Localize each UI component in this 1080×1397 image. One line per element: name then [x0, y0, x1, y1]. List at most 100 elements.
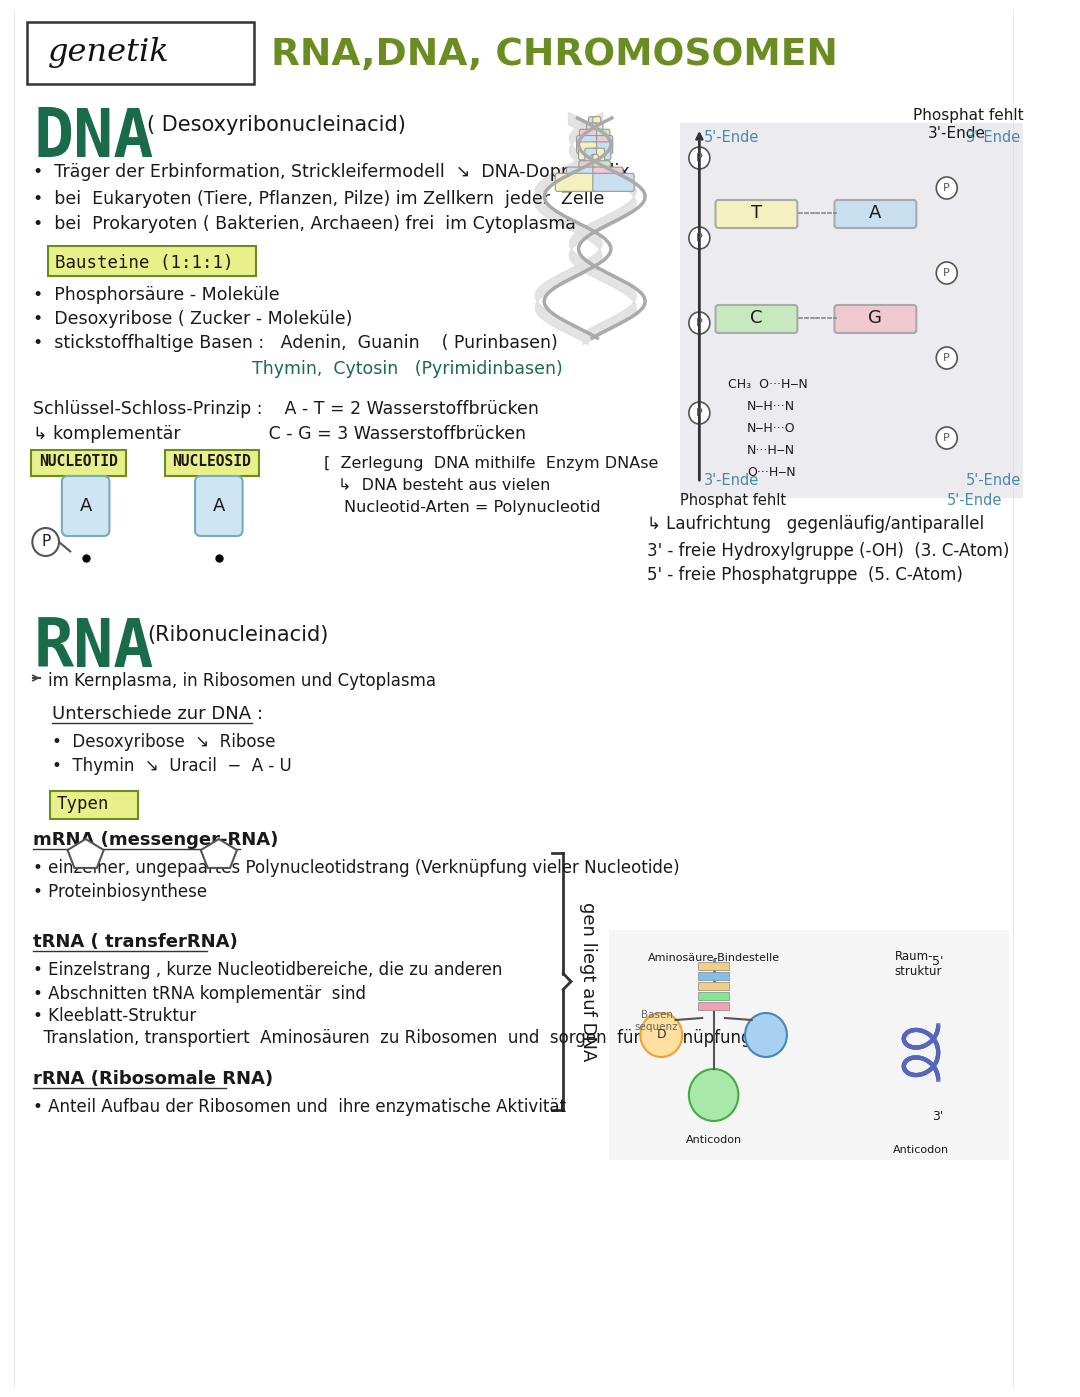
FancyBboxPatch shape: [586, 123, 596, 141]
Text: Raum-
struktur: Raum- struktur: [894, 950, 942, 978]
FancyBboxPatch shape: [593, 142, 611, 159]
Circle shape: [745, 1013, 787, 1058]
Text: 5'-Ende: 5'-Ende: [704, 130, 759, 145]
FancyBboxPatch shape: [593, 155, 598, 172]
Text: Basen
sequenz: Basen sequenz: [635, 1010, 678, 1031]
Circle shape: [689, 312, 710, 334]
FancyBboxPatch shape: [699, 1002, 729, 1010]
Text: •  bei  Prokaryoten ( Bakterien, Archaeen) frei  im Cytoplasma: • bei Prokaryoten ( Bakterien, Archaeen)…: [33, 215, 576, 233]
Text: •  bei  Eukaryoten (Tiere, Pflanzen, Pilze) im Zellkern  jeder  Zelle: • bei Eukaryoten (Tiere, Pflanzen, Pilze…: [33, 190, 605, 208]
FancyBboxPatch shape: [579, 142, 596, 159]
Text: •  Desoxyribose  ↘  Ribose: • Desoxyribose ↘ Ribose: [52, 733, 275, 752]
Text: mRNA (messenger-RNA): mRNA (messenger-RNA): [33, 831, 279, 849]
Text: •  stickstoffhaltige Basen :   Adenin,  Guanin    ( Purinbasen): • stickstoffhaltige Basen : Adenin, Guan…: [33, 334, 558, 352]
Text: (Ribonucleinacid): (Ribonucleinacid): [148, 624, 328, 645]
Text: P: P: [696, 319, 703, 328]
Text: rRNA (Ribosomale RNA): rRNA (Ribosomale RNA): [33, 1070, 273, 1088]
Text: 3'-Ende: 3'-Ende: [704, 474, 759, 488]
Text: RNA,DNA, CHROMOSOMEN: RNA,DNA, CHROMOSOMEN: [271, 36, 838, 73]
Circle shape: [689, 1069, 739, 1120]
Text: Schlüssel-Schloss-Prinzip :    A - T = 2 Wasserstoffbrücken: Schlüssel-Schloss-Prinzip : A - T = 2 Wa…: [33, 400, 539, 418]
Text: Aminosäure-Bindestelle: Aminosäure-Bindestelle: [648, 953, 780, 963]
Text: Thymin,  Cytosin   (Pyrimidinbasen): Thymin, Cytosin (Pyrimidinbasen): [252, 360, 563, 379]
Text: • Anteil Aufbau der Ribosomen und  ihre enzymatische Aktivität: • Anteil Aufbau der Ribosomen und ihre e…: [33, 1098, 566, 1116]
Text: Translation, transportiert  Aminosäuren  zu Ribosomen  und  sorgen  für Verknüpf: Translation, transportiert Aminosäuren z…: [33, 1030, 752, 1046]
Text: D: D: [657, 1028, 666, 1042]
FancyBboxPatch shape: [566, 168, 596, 184]
Text: ( Desoxyribonucleinacid): ( Desoxyribonucleinacid): [148, 115, 406, 136]
Text: A: A: [80, 497, 92, 515]
Text: 3'-Ende: 3'-Ende: [966, 130, 1021, 145]
Polygon shape: [201, 840, 237, 868]
Text: O···H‒N: O···H‒N: [747, 467, 796, 479]
Text: 5': 5': [932, 956, 944, 968]
Text: Unterschiede zur DNA :: Unterschiede zur DNA :: [52, 705, 264, 724]
Text: • einzelner, ungepaartes Polynucleotidstrang (Verknüpfung vieler Nucleotide): • einzelner, ungepaartes Polynucleotidst…: [33, 859, 680, 877]
Text: Anticodon: Anticodon: [686, 1134, 742, 1146]
Text: im Kernplasma, in Ribosomen und Cytoplasma: im Kernplasma, in Ribosomen und Cytoplas…: [48, 672, 435, 690]
Text: • Abschnitten tRNA komplementär  sind: • Abschnitten tRNA komplementär sind: [33, 985, 366, 1003]
Text: genetik: genetik: [48, 38, 170, 68]
Text: 3'-Ende: 3'-Ende: [928, 126, 986, 141]
FancyBboxPatch shape: [716, 200, 797, 228]
Text: Anticodon: Anticodon: [893, 1146, 949, 1155]
Text: Phosphat fehlt: Phosphat fehlt: [914, 108, 1024, 123]
FancyBboxPatch shape: [593, 117, 600, 134]
FancyBboxPatch shape: [593, 173, 634, 191]
Text: 5'-Ende: 5'-Ende: [947, 493, 1002, 509]
Circle shape: [689, 402, 710, 425]
Text: gen liegt auf DNA: gen liegt auf DNA: [579, 902, 597, 1062]
Text: N···H‒N: N···H‒N: [747, 444, 795, 457]
Circle shape: [936, 427, 957, 448]
FancyBboxPatch shape: [593, 148, 605, 166]
Text: A: A: [213, 497, 225, 515]
Text: P: P: [943, 353, 950, 363]
Text: ↳  DNA besteht aus vielen: ↳ DNA besteht aus vielen: [338, 478, 550, 493]
FancyBboxPatch shape: [164, 450, 259, 476]
FancyBboxPatch shape: [699, 982, 729, 990]
FancyBboxPatch shape: [51, 791, 138, 819]
FancyBboxPatch shape: [580, 130, 596, 147]
FancyBboxPatch shape: [593, 130, 610, 147]
FancyBboxPatch shape: [577, 136, 596, 154]
Circle shape: [936, 177, 957, 198]
Text: 5'-Ende: 5'-Ende: [966, 474, 1022, 488]
FancyBboxPatch shape: [609, 930, 1009, 1160]
Text: 3' - freie Hydroxylgruppe (-OH)  (3. C-Atom): 3' - freie Hydroxylgruppe (-OH) (3. C-At…: [647, 542, 1010, 560]
FancyBboxPatch shape: [555, 173, 596, 191]
Text: • Kleeblatt-Struktur: • Kleeblatt-Struktur: [33, 1007, 197, 1025]
Text: •  Träger der Erbinformation, Strickleifermodell  ↘  DNA-Doppelhelix: • Träger der Erbinformation, Strickleife…: [33, 163, 630, 182]
FancyBboxPatch shape: [593, 161, 610, 179]
Text: P: P: [696, 408, 703, 418]
Text: tRNA ( transferRNA): tRNA ( transferRNA): [33, 933, 238, 951]
Text: P: P: [696, 233, 703, 243]
Text: 3': 3': [932, 1111, 944, 1123]
Circle shape: [689, 147, 710, 169]
Text: RNA: RNA: [33, 615, 153, 680]
FancyBboxPatch shape: [48, 246, 256, 277]
FancyBboxPatch shape: [835, 200, 916, 228]
Text: NUCLEOTID: NUCLEOTID: [39, 454, 118, 469]
Text: P: P: [943, 268, 950, 278]
Polygon shape: [68, 840, 104, 868]
Text: G: G: [868, 309, 882, 327]
FancyBboxPatch shape: [680, 123, 1023, 497]
Text: P: P: [696, 154, 703, 163]
FancyBboxPatch shape: [716, 305, 797, 332]
FancyBboxPatch shape: [31, 450, 125, 476]
Text: • Proteinbiosynthese: • Proteinbiosynthese: [33, 883, 207, 901]
Text: Bausteine (1:1:1): Bausteine (1:1:1): [55, 254, 233, 272]
Text: C: C: [751, 309, 762, 327]
FancyBboxPatch shape: [699, 992, 729, 1000]
Text: Nucleotid-Arten = Polynucleotid: Nucleotid-Arten = Polynucleotid: [345, 500, 602, 515]
FancyBboxPatch shape: [579, 161, 596, 179]
Text: P: P: [41, 535, 51, 549]
FancyBboxPatch shape: [585, 148, 596, 166]
Text: Phosphat fehlt: Phosphat fehlt: [680, 493, 786, 509]
FancyBboxPatch shape: [593, 123, 603, 141]
FancyBboxPatch shape: [593, 168, 623, 184]
Text: CH₃  O···H‒N: CH₃ O···H‒N: [728, 379, 808, 391]
FancyBboxPatch shape: [589, 117, 596, 134]
FancyBboxPatch shape: [593, 136, 612, 154]
Text: Typen: Typen: [57, 795, 109, 813]
